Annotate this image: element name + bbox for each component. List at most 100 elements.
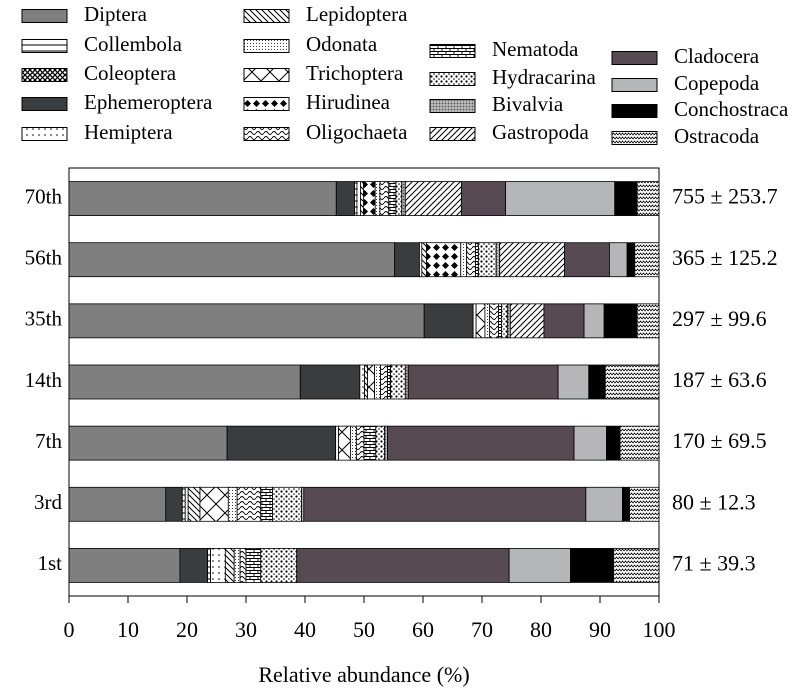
bar-segment (472, 303, 477, 339)
bar-segment (603, 303, 638, 339)
bar-segment (360, 181, 364, 216)
bar-segment (68, 548, 181, 583)
bar-segment (404, 364, 409, 400)
bar-segment (543, 303, 585, 339)
bar-segment (68, 364, 301, 400)
legend-label: Collembola (84, 32, 183, 56)
legend-label: Ephemeroptera (84, 90, 213, 114)
bar-segment (401, 181, 406, 216)
total-label: 365 ± 125.2 (672, 245, 778, 270)
bar-segment (508, 548, 571, 583)
bar-segment (636, 181, 660, 216)
bar-segment (583, 303, 605, 339)
bar-segment (199, 486, 229, 522)
bar-segment (335, 425, 340, 461)
bar-segment (260, 486, 273, 522)
bar-segment (466, 242, 476, 278)
bar-segment (614, 181, 638, 216)
legend-label: Ostracoda (674, 124, 760, 148)
legend-label: Hirudinea (306, 90, 391, 114)
legend-swatch (243, 39, 290, 53)
legend-label: Hemiptera (84, 120, 173, 144)
bar-segment (475, 242, 479, 278)
bar-segment (407, 364, 559, 400)
bar-segment (179, 548, 209, 583)
bar-segment (499, 242, 566, 278)
bar-segment (239, 548, 247, 583)
bar-segment (68, 303, 425, 339)
y-tick-label: 14th (25, 368, 63, 392)
total-label: 297 ± 99.6 (672, 306, 767, 331)
legend-swatch (21, 68, 68, 82)
bar-segment (394, 242, 420, 278)
x-tick-label: 20 (176, 617, 198, 642)
bar-segment (626, 242, 636, 278)
bar-segment (387, 364, 391, 400)
bar-segment (570, 548, 614, 583)
legend-swatch (243, 97, 290, 111)
bar-segment (363, 425, 377, 461)
bar-segment (296, 548, 510, 583)
legend-swatch (243, 9, 290, 23)
legend-swatch (429, 44, 476, 58)
bar-segment (390, 364, 406, 400)
legend-label: Diptera (84, 2, 148, 26)
bar-segment (501, 303, 508, 339)
bar-segment (629, 486, 660, 522)
bar-segment (233, 548, 241, 583)
bar-segment (573, 425, 607, 461)
bar-segment (604, 364, 660, 400)
legend-label: Gastropoda (492, 120, 589, 144)
legend-label: Bivalvia (492, 92, 564, 116)
bar-segment (303, 486, 587, 522)
bar-segment (359, 364, 365, 400)
legend-label: Copepoda (674, 71, 760, 95)
legend-label: Odonata (306, 32, 378, 56)
x-tick-label: 0 (64, 617, 75, 642)
total-label: 80 ± 12.3 (672, 489, 756, 514)
bar-segment (374, 364, 381, 400)
bar-segment (68, 425, 228, 461)
bar-segment (245, 548, 262, 583)
x-tick-label: 40 (294, 617, 316, 642)
total-label: 71 ± 39.3 (672, 550, 756, 575)
legend-label: Conchostraca (674, 97, 789, 121)
bar-segment (506, 303, 511, 339)
bar-segment (375, 425, 386, 461)
bar-segment (210, 548, 226, 583)
legend-swatch (21, 39, 68, 53)
bar-segment (387, 425, 575, 461)
bar-segment (355, 425, 365, 461)
bar-segment (475, 303, 486, 339)
total-label: 170 ± 69.5 (672, 428, 767, 453)
bar-segment (404, 181, 462, 216)
bar-segment (260, 548, 298, 583)
legend-label: Cladocera (674, 44, 760, 68)
bar-segment (207, 548, 211, 583)
bar-segment (299, 364, 361, 400)
bar-segment (165, 486, 183, 522)
bar-segment (68, 486, 167, 522)
bar-segment (619, 425, 660, 461)
bar-segment (68, 242, 396, 278)
bar-segment (613, 548, 660, 583)
bar-segment (606, 425, 621, 461)
bar-segment (184, 486, 189, 522)
bar-segment (509, 303, 545, 339)
legend-swatch (611, 104, 658, 118)
bar-segment (460, 181, 507, 216)
bar-segment (224, 548, 235, 583)
bar-segment (236, 486, 262, 522)
bar-segment (367, 364, 376, 400)
legend-swatch (429, 99, 476, 113)
bar-segment (338, 425, 351, 461)
legend-label: Lepidoptera (306, 2, 408, 26)
bar-segment (498, 303, 502, 339)
bar-segment (181, 486, 186, 522)
bar-segment (388, 181, 397, 216)
bar-segment (505, 181, 616, 216)
y-tick-label: 7th (35, 429, 62, 453)
bar-segment (395, 181, 403, 216)
bar-segment (335, 181, 355, 216)
